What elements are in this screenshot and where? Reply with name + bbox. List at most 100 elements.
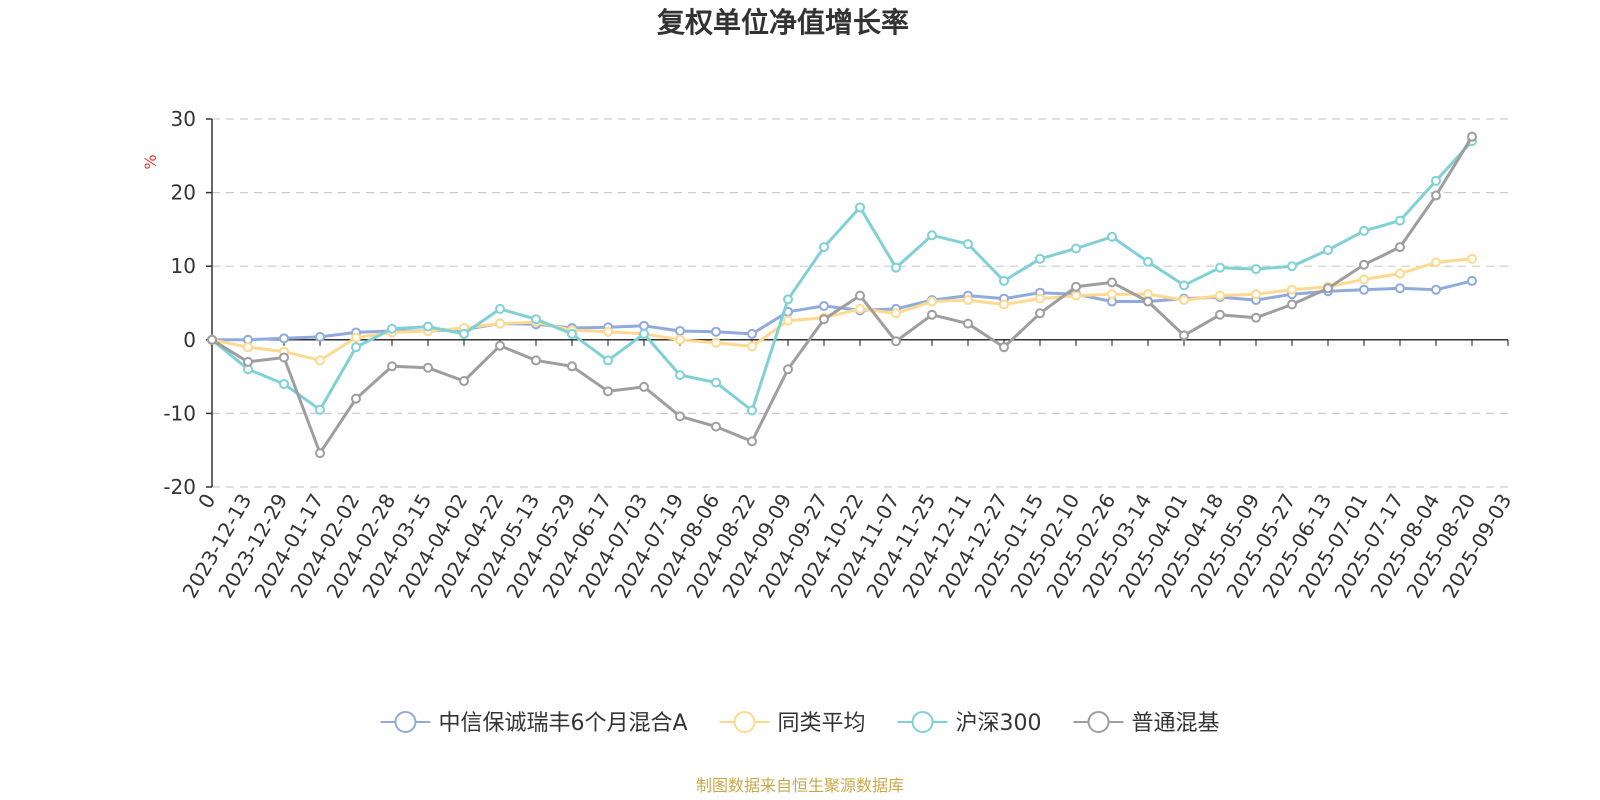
series-point (1359, 274, 1369, 285)
series-point (1107, 231, 1117, 242)
y-tick-label: -20 (163, 475, 196, 499)
series-point (423, 321, 433, 332)
series-point (1251, 289, 1261, 300)
series-point (1287, 261, 1297, 272)
series-point (711, 337, 721, 348)
series-point (315, 404, 325, 415)
series-point (1179, 280, 1189, 291)
series-point (639, 328, 649, 339)
series-point (1071, 243, 1081, 254)
series-point (675, 411, 685, 422)
series-point (1395, 215, 1405, 226)
series-point (315, 331, 325, 342)
series-point (207, 334, 217, 345)
source-note: 制图数据来自恒生聚源数据库 (696, 776, 904, 795)
chart-title: 复权单位净值增长率 (657, 6, 909, 39)
series-point (1467, 253, 1477, 264)
series-point (495, 340, 505, 351)
series-point (1215, 262, 1225, 273)
series-point (891, 308, 901, 319)
series-point (603, 386, 613, 397)
series-point (675, 334, 685, 345)
series-point (891, 262, 901, 273)
series-point (1359, 259, 1369, 270)
series-point (747, 405, 757, 416)
series-point (783, 294, 793, 305)
series-point (1395, 268, 1405, 279)
series-line (211, 140, 1474, 412)
y-tick-label: 10 (171, 254, 196, 278)
series-line (211, 257, 1473, 362)
series-point (639, 320, 649, 331)
series-line (211, 135, 1474, 455)
series-point (279, 333, 289, 344)
series-point (243, 342, 253, 353)
y-tick-label: 30 (171, 107, 196, 131)
x-axis: 02023-12-132023-12-292024-01-172024-02-0… (177, 339, 1516, 602)
series-point (387, 361, 397, 372)
series-point (783, 315, 793, 326)
legend-item[interactable]: 普通混基 (1073, 711, 1220, 736)
series-point (1323, 245, 1333, 256)
series-point (747, 328, 757, 339)
series-point (927, 230, 937, 241)
y-tick-label: 0 (183, 328, 196, 352)
series (207, 136, 1477, 416)
series-point (963, 239, 973, 250)
series-point (1215, 290, 1225, 301)
series-point (1287, 299, 1297, 310)
series-point (855, 202, 865, 213)
series-point (999, 275, 1009, 286)
series-point (315, 355, 325, 366)
series-point (675, 325, 685, 336)
series-point (1431, 284, 1441, 295)
series-point (279, 378, 289, 389)
series-point (1143, 256, 1153, 267)
series-point (747, 341, 757, 352)
series-point (1035, 293, 1045, 304)
y-tick-label: -10 (163, 401, 196, 425)
series-point (351, 332, 361, 343)
legend-marker (733, 711, 756, 733)
series-point (351, 342, 361, 353)
series-point (603, 355, 613, 366)
legend-marker (911, 711, 934, 733)
series (207, 131, 1477, 459)
series-point (1179, 330, 1189, 341)
series-point (243, 356, 253, 367)
series-point (1431, 175, 1441, 186)
series-point (603, 326, 613, 337)
series-point (1323, 283, 1333, 294)
series-point (459, 328, 469, 339)
series-point (1287, 284, 1297, 295)
series-point (1215, 309, 1225, 320)
series-point (639, 381, 649, 392)
series-point (819, 314, 829, 325)
series-point (1035, 308, 1045, 319)
series-point (675, 370, 685, 381)
series-point (423, 362, 433, 373)
series-point (1179, 295, 1189, 306)
series-point (1431, 190, 1441, 201)
legend-item[interactable]: 中信保诚瑞丰6个月混合A (380, 711, 688, 736)
series-point (711, 326, 721, 337)
series-point (1359, 284, 1369, 295)
series-point (927, 309, 937, 320)
series-point (963, 295, 973, 306)
series-point (963, 318, 973, 329)
series-lines (207, 131, 1477, 459)
series-point (1467, 131, 1477, 142)
legend-item[interactable]: 同类平均 (719, 711, 866, 736)
legend-item[interactable]: 沪深300 (897, 711, 1042, 736)
series-point (783, 364, 793, 375)
legend-marker (394, 711, 417, 733)
series-point (315, 448, 325, 459)
legend-label: 中信保诚瑞丰6个月混合A (438, 711, 687, 736)
legend-label: 同类平均 (778, 711, 866, 736)
series-point (1359, 225, 1369, 236)
series-point (459, 376, 469, 387)
series-point (1395, 242, 1405, 253)
series-point (855, 290, 865, 301)
series-point (279, 352, 289, 363)
series-point (1251, 312, 1261, 323)
